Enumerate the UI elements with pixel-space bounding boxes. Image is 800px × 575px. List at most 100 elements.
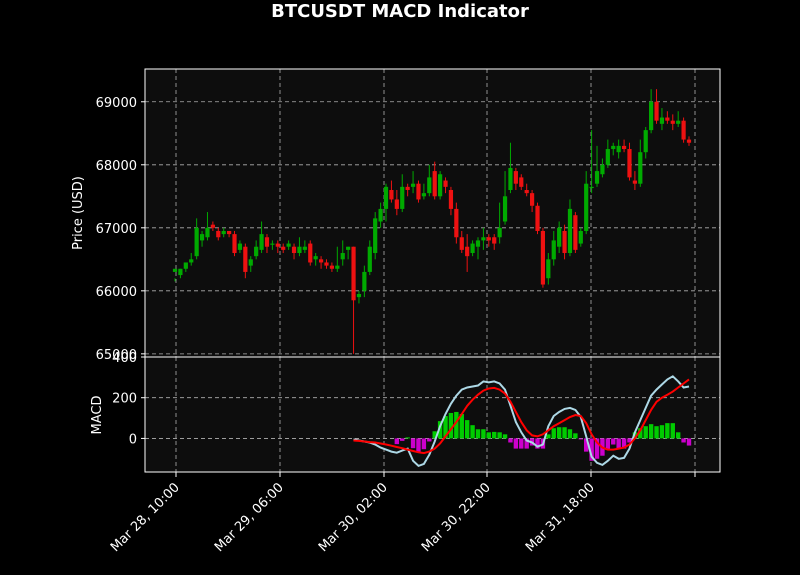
candle-body	[264, 237, 270, 247]
candle-body	[486, 237, 491, 241]
histogram-bar	[567, 429, 573, 439]
candle-body	[676, 120, 681, 124]
histogram-bar	[416, 438, 421, 453]
candle-body	[470, 243, 475, 254]
candle-body	[383, 186, 389, 209]
candle-body	[481, 237, 486, 241]
histogram-bar	[410, 438, 416, 449]
candle-body	[465, 246, 470, 257]
price-y-tick-label: 65000	[96, 348, 137, 363]
candle-body	[313, 256, 318, 260]
price-y-tick-label: 69000	[96, 96, 137, 111]
candle-body	[194, 227, 199, 257]
histogram-bar	[546, 434, 551, 439]
candle-body	[351, 246, 356, 301]
histogram-bar	[497, 432, 502, 439]
histogram-bar	[508, 438, 513, 443]
candle-body	[308, 243, 313, 263]
candle-body	[373, 218, 378, 254]
macd-lines	[353, 375, 690, 468]
candle-body	[681, 120, 686, 140]
candle-body	[232, 234, 237, 254]
histogram-bar	[556, 427, 562, 439]
histogram-bar	[502, 434, 508, 439]
histogram-bar	[421, 438, 427, 450]
candle-body	[443, 180, 448, 187]
histogram-bar	[621, 438, 627, 449]
candle-body	[567, 208, 573, 254]
candle-body	[205, 227, 210, 238]
candle-body	[189, 259, 194, 263]
candle-body	[584, 183, 589, 231]
candle-body	[297, 246, 302, 254]
candle-body	[421, 193, 426, 197]
price-y-tick-label: 68000	[96, 159, 137, 174]
candle-body	[513, 171, 518, 184]
histogram-bar	[665, 423, 670, 439]
histogram-bar	[535, 438, 540, 449]
histogram-bar	[432, 431, 437, 439]
histogram-bar	[605, 438, 611, 450]
histogram-bar	[443, 416, 448, 439]
candle-body	[524, 189, 529, 194]
candle-body	[551, 240, 556, 260]
candle-body	[210, 224, 215, 228]
candle-body	[405, 186, 410, 190]
histogram-bar	[513, 438, 519, 449]
candle-body	[594, 171, 600, 184]
histogram-bar	[616, 438, 621, 449]
candle-body	[248, 259, 253, 266]
candle-body	[616, 145, 621, 153]
candle-body	[394, 199, 399, 209]
histogram-bar	[584, 438, 589, 452]
histogram-bar	[519, 438, 524, 449]
histogram-bar	[400, 438, 405, 441]
candle-body	[400, 186, 405, 209]
histogram-bar	[578, 438, 583, 440]
candle-body	[356, 293, 362, 298]
candle-body	[275, 243, 280, 247]
candle-body	[346, 246, 351, 250]
histogram-bar	[686, 438, 692, 446]
candle-body	[291, 246, 297, 254]
candle-body	[627, 149, 632, 178]
candle-body	[389, 189, 394, 200]
candle-body	[454, 208, 459, 238]
candle-body	[227, 230, 232, 235]
price-panel-background	[145, 69, 720, 357]
candle-body	[281, 246, 286, 250]
histogram-bar	[459, 413, 464, 439]
candles	[172, 89, 692, 354]
macd-histogram	[394, 411, 692, 461]
candle-body	[600, 164, 605, 175]
candle-body	[611, 145, 616, 150]
candle-body	[649, 101, 654, 131]
candle-body	[254, 246, 259, 257]
histogram-bar	[654, 426, 659, 439]
candle-body	[378, 208, 383, 222]
macd-y-tick-label: 200	[112, 392, 137, 407]
histogram-bar	[670, 423, 675, 439]
histogram-bar	[659, 425, 665, 439]
candle-body	[557, 227, 562, 247]
histogram-bar	[594, 438, 600, 459]
price-y-ticks: 65000 66000 67000 68000 69000	[96, 96, 145, 363]
macd-line	[353, 375, 690, 468]
price-grid	[145, 69, 720, 357]
candle-body	[286, 243, 291, 247]
candle-body	[448, 189, 454, 209]
candle-body	[410, 183, 416, 187]
histogram-bar	[681, 438, 686, 443]
histogram-bar	[394, 438, 400, 445]
price-y-tick-label: 67000	[96, 222, 137, 237]
candle-body	[578, 230, 583, 244]
histogram-bar	[611, 438, 616, 445]
candle-body	[172, 268, 178, 272]
candle-body	[199, 234, 205, 241]
macd-panel-background	[145, 357, 720, 472]
histogram-bar	[562, 427, 567, 439]
candle-body	[643, 130, 648, 153]
candle-body	[502, 196, 508, 222]
histogram-bar	[573, 433, 578, 439]
